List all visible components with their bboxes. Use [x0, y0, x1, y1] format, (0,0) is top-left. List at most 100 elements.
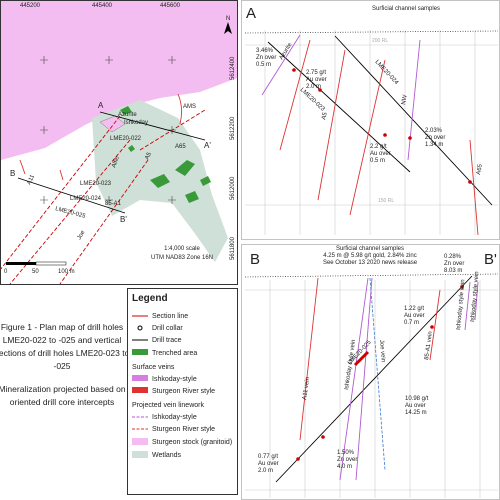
assay: 2.0 m	[258, 468, 273, 474]
assay: 2.0 m	[306, 84, 321, 90]
legend-item: Drill collar	[152, 325, 183, 332]
legend-item: Ishkoday-style	[152, 414, 197, 421]
section-b-path	[275, 275, 473, 483]
assay: Au over	[370, 151, 391, 157]
map-label: LME20-022	[110, 136, 142, 142]
coord: 5611800	[230, 236, 236, 260]
map-label: A65	[175, 144, 186, 150]
section-a-path	[267, 35, 493, 206]
legend-item: Section line	[152, 313, 188, 320]
legend-circle	[137, 325, 143, 331]
coord: 5612400	[230, 56, 236, 80]
annotation: See October 13 2020 news release	[323, 260, 418, 266]
legend-rect	[132, 375, 148, 381]
assay: 0.5 m	[370, 158, 385, 164]
section-a-line	[244, 30, 499, 34]
assay: Au over	[258, 461, 279, 467]
section-a-g-circle	[318, 88, 322, 92]
legend-item: Wetlands	[152, 452, 182, 459]
vein-label: A11 vein	[302, 377, 311, 401]
caption-line: -025	[53, 361, 70, 371]
caption-line: sections of drill holes LME20-023 to	[0, 348, 130, 358]
section-a: A Surficial channel samples 200 RL 150 R…	[241, 0, 500, 240]
section-label: B'	[484, 251, 497, 268]
assay: Zn over	[425, 135, 445, 141]
assay: 0.28%	[444, 254, 462, 260]
vein-label: 85-A1 vein	[424, 331, 434, 360]
coord: 5612000	[230, 176, 236, 200]
section-b-g	[296, 285, 464, 461]
assay: Zn over	[444, 261, 464, 267]
assay: Au over	[404, 313, 425, 319]
legend-header: Surface veins	[132, 364, 175, 371]
map-label: Ishkoday	[124, 120, 148, 126]
assay: 0.7 m	[404, 320, 419, 326]
plan-map-polygon	[224, 22, 232, 34]
plan-map-rect	[6, 262, 36, 265]
section-b-g-circle	[321, 435, 325, 439]
section-a-path	[279, 39, 479, 236]
map-label: AMS	[183, 104, 196, 110]
assay: 0.77 g/t	[258, 454, 278, 460]
plan-map-path	[19, 93, 183, 181]
section-a-g-circle	[383, 133, 387, 137]
plan-map-polygon	[1, 1, 237, 160]
map-label: LME20-024	[70, 196, 102, 202]
coord: 5612200	[230, 116, 236, 140]
vein-label: Ishkoday style vein	[456, 279, 466, 330]
section-a-g-circle	[468, 180, 472, 184]
section-a-path	[245, 30, 498, 235]
assay: 1.34 m	[425, 142, 443, 148]
section-end: A'	[204, 141, 211, 150]
section-a-g-circle	[292, 68, 296, 72]
coord: 445200	[20, 3, 41, 9]
map-label: A5	[144, 151, 153, 161]
section-b-g-circle	[296, 457, 300, 461]
plan-map-path	[17, 111, 206, 214]
legend-item: Trenched area	[152, 350, 197, 357]
legend-item: Sturgeon stock (granitoid)	[152, 439, 232, 446]
assay: 10.98 g/t	[405, 396, 429, 402]
section-a-rect	[241, 0, 500, 240]
section-a-g-circle	[408, 136, 412, 140]
vein-label: A65	[476, 163, 484, 175]
section-end: B'	[120, 215, 127, 224]
assay: 8.03 m	[444, 268, 462, 274]
section-b-line	[244, 273, 499, 278]
assay: Zn over	[256, 55, 276, 61]
scale-label: 50	[32, 269, 39, 275]
annotation: Surficial channel samples	[372, 6, 440, 12]
section-label: A	[246, 5, 256, 22]
vein-label: Joe vein	[378, 340, 386, 363]
projection: UTM NAD83 Zone 16N	[151, 255, 213, 261]
assay: Au over	[306, 77, 327, 83]
section-a-g	[292, 68, 472, 184]
section-b-path	[339, 277, 479, 481]
level: 200 RL	[372, 38, 388, 44]
section-b-g-circle	[460, 285, 464, 289]
map-label: Azurite	[118, 112, 137, 118]
section-b-path	[369, 277, 386, 471]
caption-line: LME20-022 to -025 and vertical	[3, 335, 122, 345]
legend-item: Sturgeon River style	[152, 388, 215, 395]
vein-label: A5	[321, 111, 329, 120]
plan-map-g	[120, 106, 211, 203]
section-a-path	[261, 34, 421, 161]
scale-label: 100 m	[58, 269, 75, 275]
section-end: A	[98, 101, 104, 110]
north: N	[226, 16, 230, 22]
map-label: 85-A1	[105, 201, 122, 207]
section-b-path	[353, 350, 370, 367]
caption: Figure 1 - Plan map of drill holes LME20…	[0, 322, 130, 407]
assay: Zn over	[337, 457, 357, 463]
vein-label: NW	[401, 94, 409, 105]
assay: 4.0 m	[337, 464, 352, 470]
assay: 2.75 g/t	[306, 70, 326, 76]
scale-label: 0	[4, 269, 8, 275]
map-label: Alfie	[111, 155, 121, 169]
section-b-g-circle	[430, 325, 434, 329]
assay: 1.50%	[337, 450, 355, 456]
coord: 445400	[92, 3, 113, 9]
plan-map: 445200 445400 445600 5612400 5612200 561…	[0, 0, 238, 285]
